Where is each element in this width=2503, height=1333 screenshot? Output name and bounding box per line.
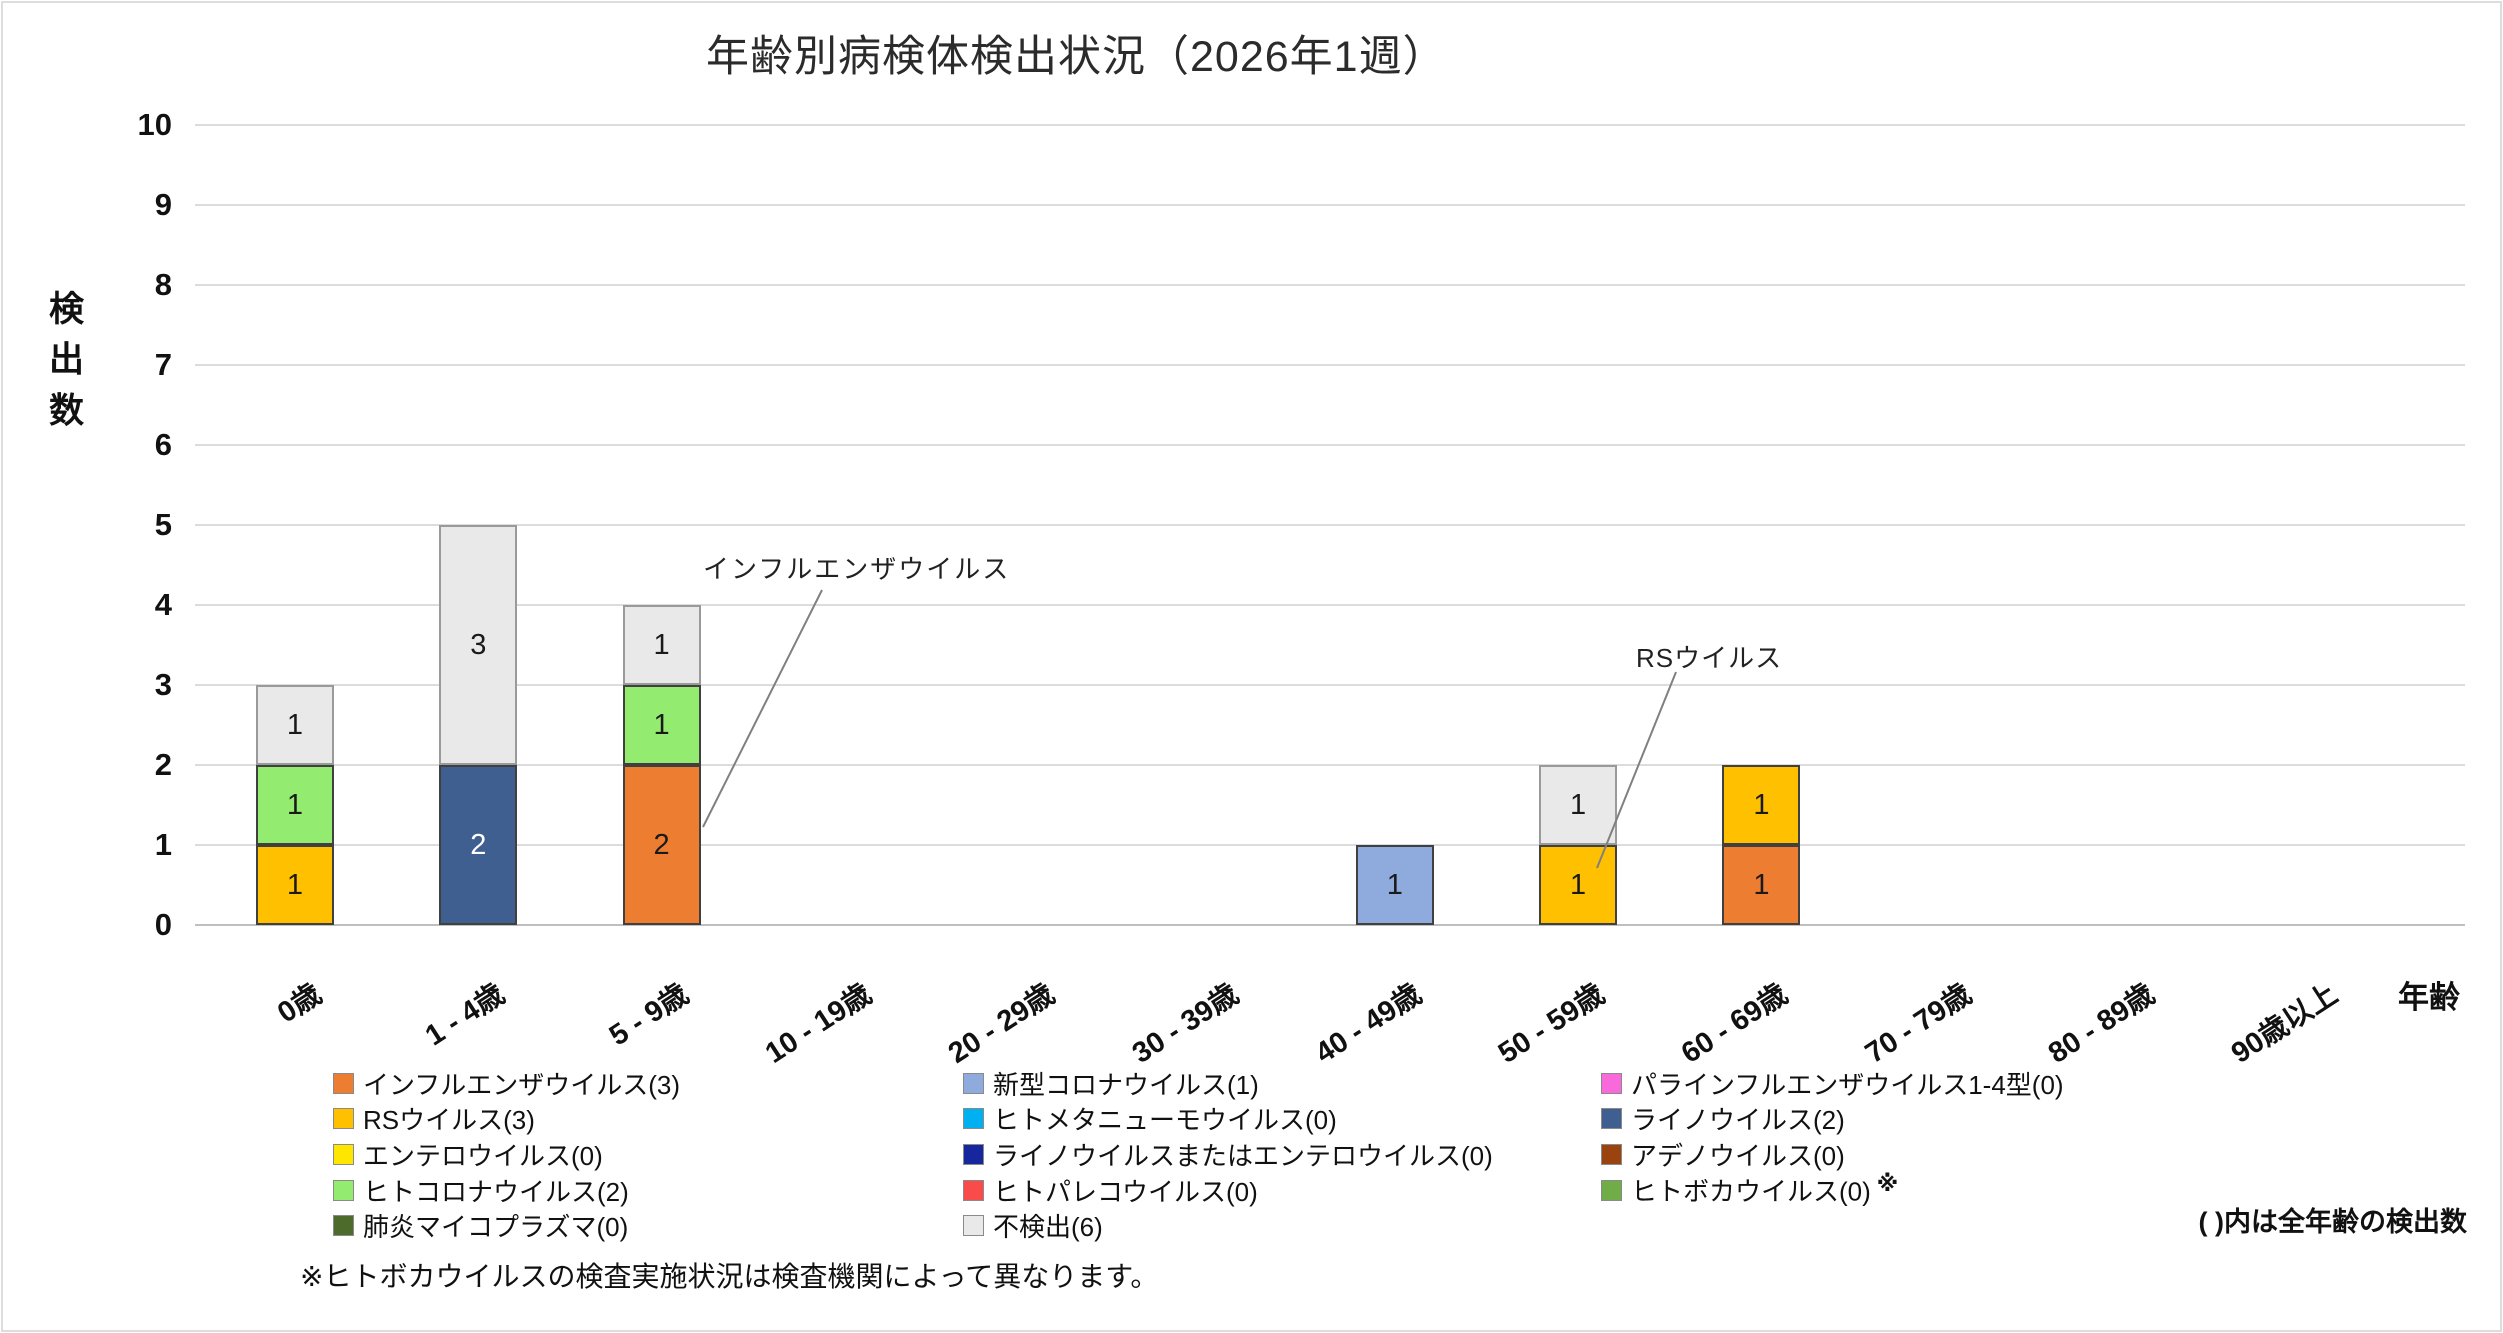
legend-label: RSウイルス(3) bbox=[363, 1105, 535, 1136]
bar-segment-label: 1 bbox=[653, 708, 670, 741]
gridline bbox=[195, 204, 2465, 206]
gridline bbox=[195, 364, 2465, 366]
x-axis-title: 年齢 bbox=[2398, 980, 2460, 1015]
bar-segment: 3 bbox=[439, 525, 518, 765]
bar-segment: 1 bbox=[256, 765, 334, 845]
legend-label: ヒトコロナウイルス(2) bbox=[363, 1176, 629, 1207]
legend-item: アデノウイルス(0) bbox=[1601, 1139, 1845, 1171]
legend-swatch bbox=[963, 1179, 984, 1201]
legend-swatch bbox=[963, 1072, 984, 1094]
legend-swatch bbox=[963, 1215, 984, 1237]
bar-segment-label: 1 bbox=[1570, 868, 1587, 901]
bar-segment-label: 1 bbox=[1753, 868, 1770, 901]
legend-item: 新型コロナウイルス(1) bbox=[963, 1068, 1259, 1100]
bar-segment: 1 bbox=[256, 845, 334, 925]
legend-item: インフルエンザウイルス(3) bbox=[333, 1068, 680, 1100]
legend-label: ライノウイルス(2) bbox=[1631, 1105, 1845, 1136]
bar-segment: 1 bbox=[622, 605, 701, 685]
y-tick-label: 1 bbox=[154, 827, 172, 862]
legend-item: ヒトメタニューモウイルス(0) bbox=[963, 1104, 1337, 1135]
legend-label: ライノウイルスまたはエンテロウイルス(0) bbox=[993, 1140, 1493, 1171]
bar-segment-label: 1 bbox=[286, 868, 304, 901]
legend-swatch bbox=[1601, 1072, 1622, 1094]
legend-label: ヒトボカウイルス(0) ※ bbox=[1631, 1171, 1899, 1207]
legend-item: ヒトボカウイルス(0) ※ bbox=[1601, 1171, 1898, 1207]
y-tick-label: 4 bbox=[154, 587, 172, 622]
legend-item: ライノウイルス(2) bbox=[1601, 1104, 1845, 1135]
legend-label: アデノウイルス(0) bbox=[1631, 1140, 1845, 1171]
legend-label: 肺炎マイコプラズマ(0) bbox=[363, 1212, 629, 1243]
bar-segment-label: 1 bbox=[1753, 788, 1770, 821]
annotation-rs-label: RSウイルス bbox=[1636, 643, 1783, 673]
legend-item: RSウイルス(3) bbox=[333, 1104, 535, 1135]
y-tick-label: 2 bbox=[154, 747, 172, 782]
y-tick-label: 5 bbox=[154, 507, 172, 542]
bar-segment-label: 2 bbox=[653, 828, 670, 861]
legend-swatch bbox=[333, 1072, 354, 1094]
legend-label: パラインフルエンザウイルス1-4型(0) bbox=[1631, 1069, 2064, 1100]
legend-swatch bbox=[1601, 1179, 1622, 1201]
legend-item: エンテロウイルス(0) bbox=[333, 1139, 603, 1171]
y-axis-title: 検出数 bbox=[44, 290, 83, 443]
legend-swatch bbox=[963, 1143, 984, 1165]
bar-segment-label: 1 bbox=[286, 708, 304, 741]
legend-swatch bbox=[333, 1179, 354, 1201]
bar-segment-label: 1 bbox=[653, 628, 670, 661]
legend-item: 肺炎マイコプラズマ(0) bbox=[333, 1211, 628, 1242]
legend-swatch bbox=[963, 1108, 984, 1130]
gridline bbox=[195, 444, 2465, 446]
y-tick-label: 8 bbox=[154, 267, 172, 302]
footnote-parentheses: ( )内は全年齢の検出数 bbox=[2198, 1207, 2467, 1237]
legend-swatch bbox=[333, 1143, 354, 1165]
legend-item: 不検出(6) bbox=[963, 1211, 1103, 1242]
bar-segment-label: 1 bbox=[1386, 868, 1403, 901]
legend-swatch bbox=[1601, 1143, 1622, 1165]
y-tick-label: 6 bbox=[154, 427, 172, 462]
gridline bbox=[195, 284, 2465, 286]
y-tick-label: 10 bbox=[137, 107, 172, 142]
legend-label: ヒトパレコウイルス(0) bbox=[993, 1176, 1258, 1207]
gridline bbox=[195, 684, 2465, 686]
legend-label: ヒトメタニューモウイルス(0) bbox=[993, 1105, 1337, 1136]
bar-segment-label: 2 bbox=[470, 828, 487, 861]
chart-title: 年齢別病検体検出状況（2026年1週） bbox=[706, 33, 1447, 81]
bar-segment-label: 1 bbox=[286, 788, 304, 821]
gridline bbox=[195, 924, 2465, 926]
legend-swatch bbox=[1601, 1108, 1622, 1130]
gridline bbox=[195, 844, 2465, 846]
legend-footnote-mark: ※ bbox=[1876, 1171, 1899, 1197]
bar-segment: 1 bbox=[256, 685, 334, 765]
bar-segment: 2 bbox=[439, 765, 518, 925]
y-tick-label: 3 bbox=[154, 667, 172, 702]
legend-label: エンテロウイルス(0) bbox=[363, 1140, 603, 1171]
legend-swatch bbox=[333, 1215, 354, 1237]
gridline bbox=[195, 124, 2465, 126]
bar-segment: 1 bbox=[1722, 765, 1801, 845]
bar-segment: 1 bbox=[1355, 845, 1434, 925]
legend-item: ヒトコロナウイルス(2) bbox=[333, 1175, 629, 1207]
bar-segment-label: 3 bbox=[470, 628, 487, 661]
bar-segment: 1 bbox=[1539, 845, 1618, 925]
gridline bbox=[195, 524, 2465, 526]
annotation-influenza-label: インフルエンザウイルス bbox=[703, 554, 1011, 584]
legend-label: 不検出(6) bbox=[993, 1212, 1103, 1243]
legend-item: パラインフルエンザウイルス1-4型(0) bbox=[1601, 1068, 2064, 1100]
legend-label: インフルエンザウイルス(3) bbox=[363, 1069, 680, 1100]
legend-item: ライノウイルスまたはエンテロウイルス(0) bbox=[963, 1139, 1493, 1171]
legend-swatch bbox=[333, 1108, 354, 1130]
bar-segment: 2 bbox=[622, 765, 701, 925]
gridline bbox=[195, 764, 2465, 766]
legend-item: ヒトパレコウイルス(0) bbox=[963, 1175, 1258, 1207]
bar-segment: 1 bbox=[1722, 845, 1801, 925]
y-tick-label: 9 bbox=[154, 187, 172, 222]
bar-segment: 1 bbox=[1539, 765, 1618, 845]
footnote-bocavirus: ※ヒトボカウイルスの検査実施状況は検査機関によって異なります。 bbox=[300, 1261, 1159, 1292]
y-tick-label: 7 bbox=[154, 347, 172, 382]
gridline bbox=[195, 604, 2465, 606]
bar-segment: 1 bbox=[622, 685, 701, 765]
bar-segment-label: 1 bbox=[1570, 788, 1587, 821]
legend-label: 新型コロナウイルス(1) bbox=[993, 1069, 1259, 1100]
y-tick-label: 0 bbox=[154, 907, 172, 942]
